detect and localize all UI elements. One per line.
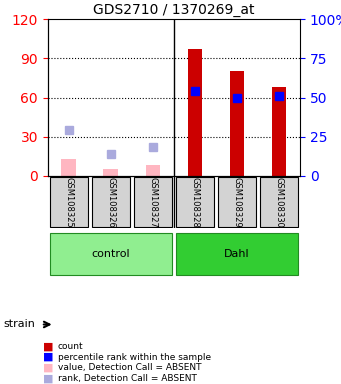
Text: GSM108330: GSM108330	[275, 177, 284, 227]
Text: ■: ■	[43, 341, 53, 351]
Text: ■: ■	[43, 363, 53, 373]
Bar	[188, 49, 202, 176]
Text: GSM108327: GSM108327	[148, 177, 158, 227]
Text: percentile rank within the sample: percentile rank within the sample	[58, 353, 211, 362]
Text: Dahl: Dahl	[224, 249, 250, 259]
Text: GSM108329: GSM108329	[233, 177, 241, 227]
Bar	[146, 166, 160, 176]
Text: count: count	[58, 342, 84, 351]
Bar	[103, 169, 118, 176]
Bar	[61, 159, 76, 176]
Text: ■: ■	[43, 352, 53, 362]
Text: value, Detection Call = ABSENT: value, Detection Call = ABSENT	[58, 363, 202, 372]
FancyBboxPatch shape	[92, 177, 130, 227]
Text: rank, Detection Call = ABSENT: rank, Detection Call = ABSENT	[58, 374, 197, 383]
FancyBboxPatch shape	[260, 177, 298, 227]
Bar	[272, 87, 286, 176]
Bar	[229, 71, 244, 176]
FancyBboxPatch shape	[134, 177, 172, 227]
Text: ■: ■	[43, 374, 53, 384]
FancyBboxPatch shape	[50, 233, 172, 275]
Title: GDS2710 / 1370269_at: GDS2710 / 1370269_at	[93, 3, 255, 17]
Text: GSM108328: GSM108328	[190, 177, 199, 227]
FancyBboxPatch shape	[176, 233, 298, 275]
Text: GSM108325: GSM108325	[64, 177, 73, 227]
Text: control: control	[91, 249, 130, 259]
Text: GSM108326: GSM108326	[106, 177, 115, 227]
FancyBboxPatch shape	[50, 177, 88, 227]
FancyBboxPatch shape	[218, 177, 256, 227]
Text: strain: strain	[3, 319, 35, 329]
FancyBboxPatch shape	[176, 177, 214, 227]
